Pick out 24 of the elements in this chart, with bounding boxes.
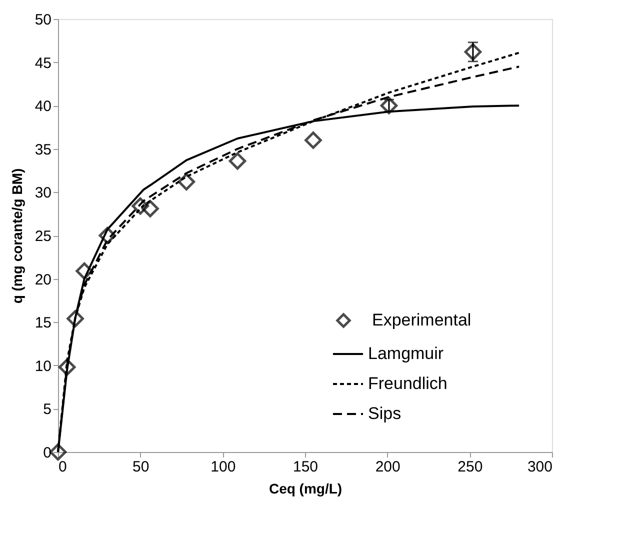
x-axis-title: Ceq (mg/L) xyxy=(268,480,342,496)
y-tick-label: 0 xyxy=(43,444,52,462)
y-tick-label: 40 xyxy=(34,98,52,116)
x-tick-label: 0 xyxy=(58,458,67,476)
legend-label: Sips xyxy=(368,404,402,423)
x-tick-label: 250 xyxy=(458,458,483,476)
x-tick-label: 300 xyxy=(527,458,552,476)
y-tick-label: 50 xyxy=(34,12,52,28)
x-tick-label: 200 xyxy=(375,458,400,476)
y-axis-title: q (mg corante/g BM) xyxy=(8,168,25,304)
legend-label: Lamgmuir xyxy=(368,344,444,363)
y-tick-label: 20 xyxy=(34,271,52,288)
x-tick-label: 150 xyxy=(292,458,318,476)
y-tick-label: 5 xyxy=(43,401,52,418)
x-tick-label: 50 xyxy=(132,458,150,476)
x-tick-label: 100 xyxy=(210,458,236,476)
y-tick-label: 35 xyxy=(34,141,52,158)
y-tick-label: 10 xyxy=(34,358,52,375)
y-tick-label: 15 xyxy=(34,314,52,332)
legend-label: Experimental xyxy=(372,310,472,330)
y-tick-label: 45 xyxy=(34,54,52,72)
y-tick-label: 30 xyxy=(34,184,52,202)
legend-label: Freundlich xyxy=(368,374,448,393)
y-tick-label: 25 xyxy=(34,228,52,245)
